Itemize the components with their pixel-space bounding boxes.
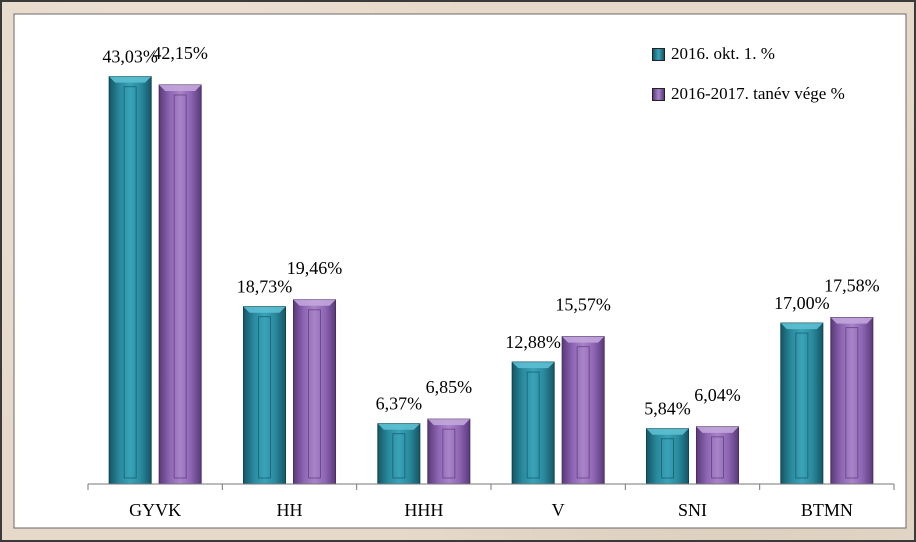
data-label-btmn-series-1: 17,00% [774,293,830,313]
data-label-sni-series-1: 5,84% [644,399,691,419]
legend-label-series-2: 2016-2017. tanév vége % [671,84,845,103]
data-labels-layer: 43,03%42,15% 18,73%19,46% 6,37%6,85% 12,88%… [102,43,879,419]
bar-hh-series-2 [293,299,336,485]
bar-v-series-1 [511,361,555,485]
bar-btmn-series-1 [780,322,824,485]
data-label-hhh-series-1: 6,37% [376,394,423,414]
bar-hhh-series-2 [427,418,471,485]
bar-gyvk-series-2 [158,84,202,485]
data-label-v-series-2: 15,57% [555,295,611,315]
bar-hh-series-1 [243,306,286,485]
legend-swatch-series-1 [652,47,665,61]
data-label-btmn-series-2: 17,58% [824,276,880,296]
legend-item-series-2: 2016-2017. tanév vége % [652,82,845,106]
bar-gyvk-series-1 [108,76,152,485]
x-tick-label-hh: HH [277,500,303,520]
legend-item-series-1: 2016. okt. 1. % [652,42,775,66]
data-label-hh-series-1: 18,73% [237,277,293,297]
x-tick-label-sni: SNI [678,500,707,520]
legend-label-series-1: 2016. okt. 1. % [671,44,775,63]
data-label-hh-series-2: 19,46% [287,258,343,278]
data-label-hhh-series-2: 6,85% [426,377,473,397]
x-tick-label-gyvk: GYVK [129,500,181,520]
legend: 2016. okt. 1. % 2016-2017. tanév vége % [642,40,902,120]
x-tick-label-btmn: BTMN [801,500,853,520]
bar-sni-series-2 [696,426,739,485]
data-label-gyvk-series-2: 42,15% [152,43,208,63]
legend-swatch-series-2 [652,87,665,101]
bar-hhh-series-1 [377,423,421,485]
bar-v-series-2 [561,336,605,485]
x-axis: GYVK HH HHH V SNI BTMN [87,483,895,520]
bar-btmn-series-2 [830,317,874,485]
x-tick-label-v: V [552,500,565,520]
data-label-gyvk-series-1: 43,03% [102,47,158,67]
bar-sni-series-1 [646,428,689,485]
x-tick-label-hhh: HHH [404,500,443,520]
data-label-sni-series-2: 6,04% [694,385,741,405]
data-label-v-series-1: 12,88% [505,332,561,352]
bars-layer [108,76,874,485]
